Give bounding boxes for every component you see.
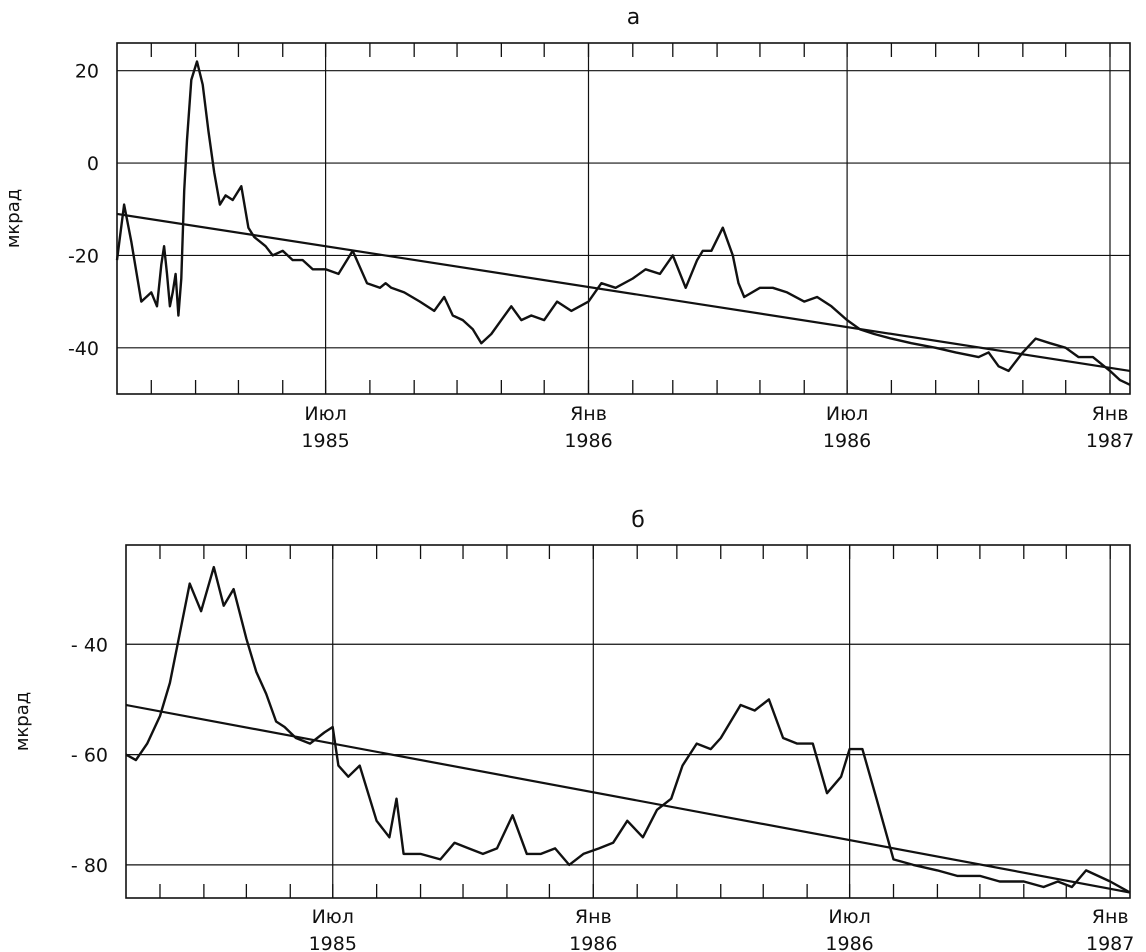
x-tick-label: Июл [826, 403, 868, 425]
plot-frame [116, 42, 1131, 395]
chart-title: б [631, 508, 645, 533]
x-tick-label: 1987 [1086, 933, 1134, 952]
plot-frame [125, 544, 1131, 899]
x-tick-label: 1986 [825, 933, 873, 952]
y-tick-label: - 60 [71, 745, 108, 767]
x-tick-label: 1987 [1086, 430, 1134, 452]
x-tick-label: 1986 [564, 430, 612, 452]
x-tick-label: 1985 [301, 430, 349, 452]
y-tick-label: 20 [75, 61, 99, 83]
trend-line [125, 703, 1131, 894]
x-tick-label: Янв [1092, 906, 1129, 928]
x-tick-label: 1986 [569, 933, 617, 952]
x-tick-label: Янв [1092, 403, 1129, 425]
x-tick-label: Июл [828, 906, 870, 928]
y-axis-label: мкрад [12, 692, 33, 751]
trend-line [116, 212, 1131, 372]
x-tick-label: 1986 [823, 430, 871, 452]
chart-panel-1: а мкрад Июл 1985 Янв 1986 Июл 1986 Янв 1987 20 0 -20… [3, 5, 1134, 452]
chart-title: а [627, 5, 640, 30]
y-tick-label: 0 [87, 153, 99, 175]
y-tick-label: -20 [68, 245, 99, 267]
y-tick-label: - 80 [71, 855, 108, 877]
x-tick-label: Июл [312, 906, 354, 928]
x-tick-label: Июл [304, 403, 346, 425]
y-tick-label: -40 [68, 338, 99, 360]
y-tick-label: - 40 [71, 634, 108, 656]
data-series-line [115, 60, 1131, 386]
x-tick-label: Янв [570, 403, 607, 425]
x-tick-label: Янв [575, 906, 612, 928]
data-series-line [125, 565, 1131, 894]
y-axis-label: мкрад [3, 189, 24, 248]
x-tick-label: 1985 [309, 933, 357, 952]
chart-panel-2: б мкрад Июл 1985 Янв 1986 Июл 1986 Янв 1987 - 40 - … [12, 508, 1134, 952]
